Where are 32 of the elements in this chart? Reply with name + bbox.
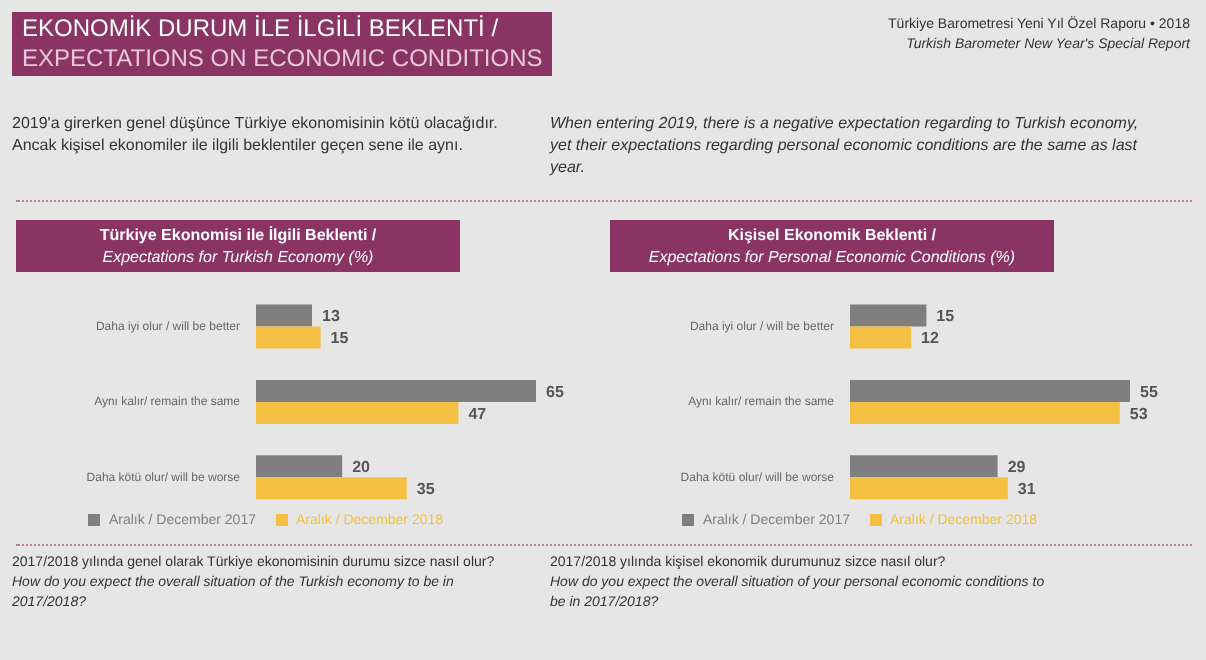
- text: EXPECTATIONS ON ECONOMIC CONDITIONS: [22, 44, 543, 74]
- data-label: 15: [330, 329, 350, 348]
- bar: [256, 304, 312, 327]
- bar: [850, 379, 1130, 402]
- bar: [256, 477, 407, 500]
- text: When entering 2019, there is a negative expectation regarding to Turkish economy, yet their expectations regarding personal economic conditions are the same as last year.: [550, 112, 1141, 178]
- data-label: 31: [1017, 479, 1037, 498]
- bar: [850, 401, 1120, 424]
- data-label: 53: [1129, 404, 1149, 423]
- bar: [850, 304, 927, 327]
- bar: [850, 455, 998, 478]
- text: 2019'a girerken genel düşünce Türkiye ekonomisinin kötü olacağıdır. Ancak kişisel ekonomiler ile ilgili beklentiler geçen sene ile aynı.: [12, 112, 500, 156]
- chart-title: Kişisel Ekonomik Beklenti /: [725, 224, 939, 246]
- data-label: 29: [1007, 457, 1027, 476]
- bar: [256, 455, 343, 478]
- bar: [256, 401, 459, 424]
- chart-subtitle: Expectations for Personal Economic Conditions (%): [646, 246, 1018, 268]
- data-label: 65: [546, 382, 565, 401]
- bar: [256, 379, 536, 402]
- data-label: 35: [416, 479, 436, 498]
- bar: [850, 326, 912, 349]
- text: EKONOMİK DURUM İLE İLGİLİ BEKLENTİ /: [22, 14, 501, 44]
- chart-title: Türkiye Ekonomisi ile İlgili Beklenti /: [97, 224, 379, 246]
- bar: [850, 477, 1008, 500]
- data-label: 20: [352, 457, 372, 476]
- data-label: 15: [936, 307, 956, 326]
- data-label: 47: [468, 404, 488, 423]
- bar: [256, 326, 321, 349]
- chart-subtitle: Expectations for Turkish Economy (%): [100, 246, 376, 268]
- data-label: 12: [921, 329, 940, 348]
- data-label: 13: [322, 307, 341, 326]
- data-label: 55: [1140, 382, 1159, 401]
